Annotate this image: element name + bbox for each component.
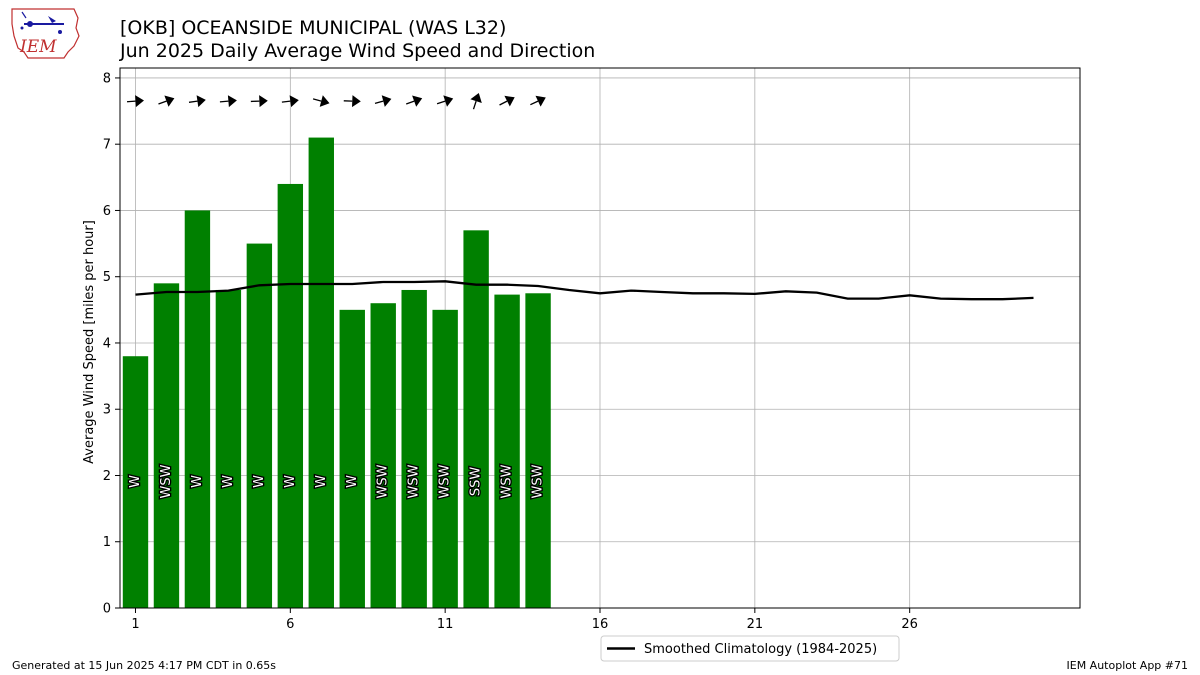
y-tick-label: 1 [103, 535, 111, 550]
y-tick-label: 3 [103, 403, 111, 418]
legend: Smoothed Climatology (1984-2025) [600, 635, 900, 662]
legend-box [600, 635, 900, 662]
direction-label: WSW [407, 464, 422, 498]
wind-arrow-head [381, 95, 392, 107]
bar [370, 303, 396, 608]
legend-label: Smoothed Climatology (1984-2025) [644, 642, 877, 657]
wind-arrow-shaft [281, 100, 291, 103]
direction-labels: W WSW W W W W W W WSW WSW WSW SSW WSW WSW [127, 463, 547, 500]
bar [494, 294, 520, 608]
direction-arrows [126, 93, 546, 110]
x-tick-label: 26 [901, 617, 918, 632]
y-tick-label: 4 [103, 336, 111, 351]
bar [401, 289, 427, 608]
climatology-line [135, 280, 1034, 301]
chart-title-description: Jun 2025 Daily Average Wind Speed and Di… [120, 40, 596, 62]
wind-arrow-shaft [530, 100, 539, 106]
wind-arrow-shaft [374, 100, 384, 104]
direction-label: W [314, 475, 329, 488]
direction-label: WSW [500, 464, 515, 498]
bar [339, 309, 365, 608]
x-tick-label: 11 [437, 617, 454, 632]
bar [432, 309, 458, 608]
wind-arrow-shaft [126, 100, 136, 103]
generated-timestamp: Generated at 15 Jun 2025 4:17 PM CDT in … [12, 659, 277, 672]
wind-arrow-head [164, 95, 175, 107]
wind-arrow-head [504, 95, 515, 107]
direction-label: WSW [159, 464, 174, 498]
y-axis-label: Average Wind Speed [miles per hour] [82, 220, 97, 464]
iem-logo: IEM [11, 8, 80, 59]
direction-label: W [283, 475, 298, 488]
wind-arrow-head [227, 95, 237, 108]
wind-arrow-head [352, 95, 361, 108]
x-tick-label: 1 [131, 617, 139, 632]
direction-label: W [190, 475, 205, 488]
wind-arrow-head [259, 95, 268, 108]
bar [308, 137, 334, 608]
wind-arrow-head [196, 95, 206, 108]
wind-arrow-shaft [436, 100, 446, 105]
wind-arrow-shaft [158, 100, 167, 105]
bar [463, 230, 489, 608]
bar-series [122, 137, 551, 609]
climatology-series [135, 280, 1034, 301]
y-tick-label: 6 [103, 204, 111, 219]
wind-arrow-shaft [499, 100, 508, 106]
x-tick-label: 6 [286, 617, 294, 632]
chart-title-station: [OKB] OCEANSIDE MUNICIPAL (WAS L32) [120, 17, 507, 39]
direction-label: WSW [376, 464, 391, 498]
bar [122, 356, 149, 608]
wind-arrow-head [289, 95, 299, 108]
wind-arrow-head [319, 95, 330, 107]
wind-arrow-head [443, 95, 454, 107]
wind-arrow-shaft [312, 98, 322, 102]
wind-arrow-head [470, 93, 482, 103]
direction-label: W [128, 475, 143, 488]
bar [184, 210, 211, 609]
wind-arrow-shaft [405, 100, 415, 105]
direction-label: WSW [531, 464, 546, 498]
wind-arrow-head [135, 95, 144, 108]
direction-label: W [221, 475, 236, 488]
iem-iowa-logo-icon [11, 8, 80, 59]
y-tick-label: 7 [103, 138, 111, 153]
logo-text: IEM [19, 37, 57, 57]
wind-arrow-head [412, 95, 423, 107]
y-tick-label: 8 [103, 71, 111, 86]
wind-arrow-head [535, 95, 546, 107]
bar [277, 183, 304, 608]
x-tick-label: 16 [592, 617, 609, 632]
direction-label: W [252, 475, 267, 488]
x-tick-label: 21 [747, 617, 764, 632]
wind-arrow-shaft [219, 100, 229, 103]
wind-arrow-shaft [472, 100, 477, 110]
bar [215, 289, 242, 608]
bar [153, 283, 180, 608]
direction-label: WSW [438, 464, 453, 498]
bar [525, 293, 551, 608]
bar [246, 243, 273, 608]
wind-arrow-shaft [188, 100, 198, 103]
direction-label: W [345, 475, 360, 488]
direction-label: SSW [469, 467, 484, 497]
y-tick-label: 2 [103, 469, 111, 484]
y-tick-label: 0 [103, 602, 111, 617]
y-tick-label: 5 [103, 270, 111, 285]
app-credit: IEM Autoplot App #71 [1066, 659, 1189, 672]
